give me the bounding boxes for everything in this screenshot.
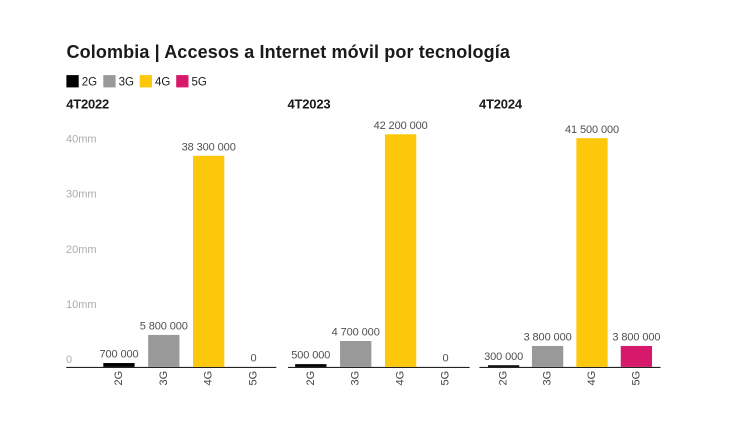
svg-text:5G: 5G [440,371,452,386]
svg-text:38 300 000: 38 300 000 [182,141,236,153]
svg-text:300 000: 300 000 [484,351,523,363]
svg-text:700 000: 700 000 [99,349,138,361]
svg-text:0: 0 [250,353,256,365]
svg-text:4G: 4G [155,76,170,88]
svg-text:5G: 5G [630,371,642,386]
svg-text:30mm: 30mm [66,189,97,201]
svg-text:3G: 3G [542,371,554,386]
svg-text:3G: 3G [158,371,170,386]
svg-text:5G: 5G [192,76,207,88]
svg-text:5 800 000: 5 800 000 [140,321,188,333]
svg-text:0: 0 [442,353,448,365]
svg-text:4T2024: 4T2024 [479,96,523,111]
svg-text:2G: 2G [113,371,125,386]
svg-text:5G: 5G [248,371,260,386]
svg-text:41 500 000: 41 500 000 [565,124,619,136]
svg-text:4G: 4G [203,371,215,386]
svg-text:20mm: 20mm [66,244,97,256]
svg-text:4T2023: 4T2023 [288,96,331,111]
svg-text:4G: 4G [395,371,407,386]
svg-text:2G: 2G [305,371,317,386]
svg-text:4T2022: 4T2022 [66,96,109,111]
svg-text:3G: 3G [119,76,134,88]
svg-text:42 200 000: 42 200 000 [374,120,428,132]
svg-text:500 000: 500 000 [291,350,330,362]
svg-text:Colombia | Accesos a Internet: Colombia | Accesos a Internet móvil por … [67,42,511,62]
svg-text:0: 0 [66,354,72,366]
svg-text:2G: 2G [498,371,510,386]
svg-text:10mm: 10mm [66,299,97,311]
svg-text:4 700 000: 4 700 000 [332,327,380,339]
svg-text:3 800 000: 3 800 000 [524,332,572,344]
svg-text:4G: 4G [586,371,598,386]
svg-text:3G: 3G [350,371,362,386]
svg-text:40mm: 40mm [66,134,97,146]
svg-text:2G: 2G [82,76,97,88]
svg-text:3 800 000: 3 800 000 [612,332,660,344]
